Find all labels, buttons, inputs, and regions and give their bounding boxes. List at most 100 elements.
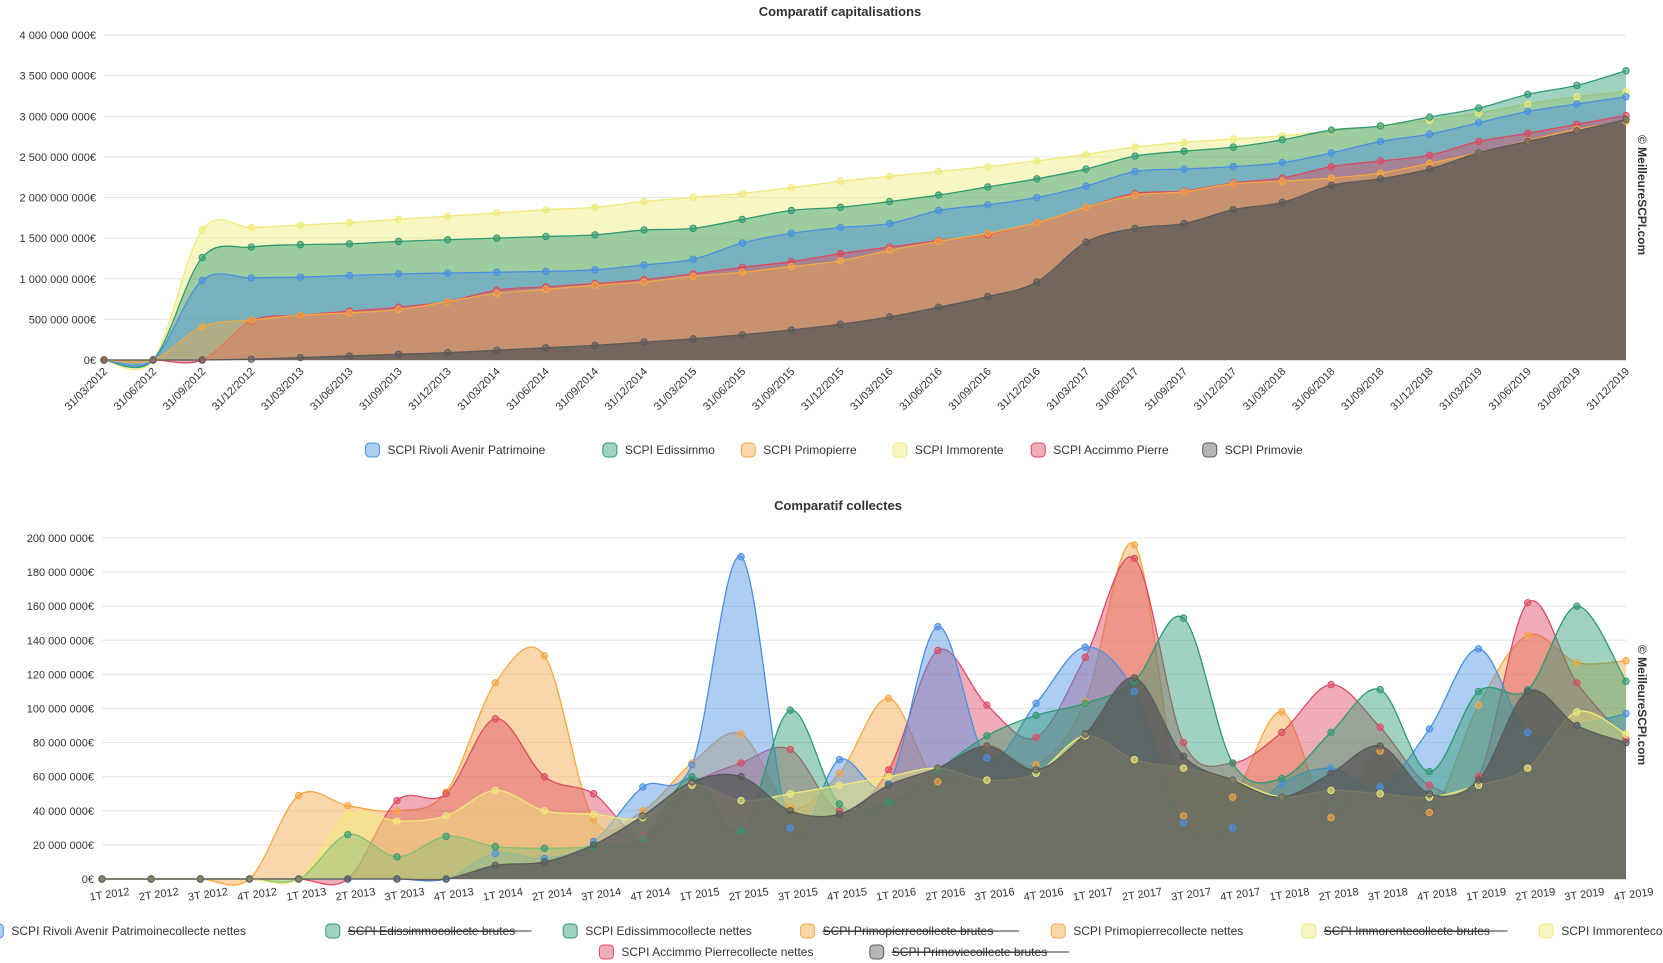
data-point-primovie[interactable]: [591, 341, 599, 350]
data-point-primopierre[interactable]: [1327, 813, 1335, 822]
data-point-immorente[interactable]: [443, 212, 452, 220]
data-point-accimmo[interactable]: [1327, 680, 1335, 689]
data-point-edissimmo[interactable]: [1229, 143, 1237, 151]
data-point-primovie[interactable]: [885, 313, 894, 321]
data-point-edissimmo[interactable]: [738, 215, 746, 224]
data-point-rivoli[interactable]: [247, 274, 255, 282]
data-point-immorente[interactable]: [787, 184, 796, 192]
data-point-rivoli[interactable]: [1180, 165, 1188, 173]
legend-item-primopierre[interactable]: SCPI Primopierrecollecte nettes: [1050, 923, 1243, 939]
data-point-rivoli[interactable]: [1278, 158, 1287, 167]
data-point-edissimmo[interactable]: [1474, 687, 1483, 696]
data-point-primovie[interactable]: [1474, 776, 1483, 784]
data-point-immorente[interactable]: [1376, 790, 1384, 798]
data-point-edissimmo[interactable]: [1573, 81, 1581, 90]
data-point-immorente[interactable]: [1523, 764, 1532, 772]
data-point-edissimmo[interactable]: [542, 232, 550, 241]
data-point-primovie[interactable]: [738, 331, 746, 339]
data-point-primovie[interactable]: [1131, 224, 1139, 233]
data-point-primopierre[interactable]: [1229, 793, 1237, 801]
legend-item-immorente[interactable]: SCPI Immorente: [892, 442, 1004, 458]
data-point-primovie[interactable]: [787, 326, 796, 334]
data-point-immorente[interactable]: [394, 215, 403, 224]
data-point-accimmo[interactable]: [884, 766, 893, 774]
data-point-primovie[interactable]: [393, 875, 401, 883]
data-point-edissimmo[interactable]: [493, 234, 501, 242]
data-point-primovie[interactable]: [1327, 181, 1336, 190]
data-point-rivoli[interactable]: [737, 553, 745, 561]
data-point-rivoli[interactable]: [591, 266, 599, 274]
data-point-rivoli[interactable]: [639, 783, 647, 791]
data-point-rivoli[interactable]: [1229, 824, 1237, 832]
data-point-rivoli[interactable]: [1622, 709, 1630, 718]
data-point-edissimmo[interactable]: [1082, 165, 1090, 173]
data-point-edissimmo[interactable]: [1573, 602, 1581, 610]
data-point-primovie[interactable]: [147, 875, 155, 883]
data-point-primovie[interactable]: [1425, 790, 1434, 798]
data-point-immorente[interactable]: [1622, 730, 1630, 738]
data-point-rivoli[interactable]: [345, 271, 354, 280]
data-point-immorente[interactable]: [786, 790, 794, 798]
data-point-primopierre[interactable]: [394, 305, 403, 314]
data-point-immorente[interactable]: [738, 189, 746, 198]
data-point-edissimmo[interactable]: [1180, 147, 1188, 155]
data-point-primopierre[interactable]: [1082, 203, 1090, 211]
data-point-edissimmo[interactable]: [1032, 711, 1040, 720]
data-point-edissimmo[interactable]: [1327, 728, 1335, 737]
data-point-primopierre[interactable]: [835, 769, 844, 777]
data-point-primopierre[interactable]: [1425, 808, 1434, 817]
data-point-immorente[interactable]: [393, 817, 401, 825]
data-point-primopierre[interactable]: [345, 309, 354, 317]
data-point-primovie[interactable]: [1032, 766, 1040, 774]
data-point-primovie[interactable]: [344, 875, 352, 883]
data-point-edissimmo[interactable]: [1131, 152, 1139, 160]
data-point-rivoli[interactable]: [885, 219, 894, 228]
legend-item-immorente[interactable]: SCPI Immorentecollecte nettes: [1538, 923, 1663, 939]
data-point-accimmo[interactable]: [1475, 137, 1483, 146]
data-point-primovie[interactable]: [491, 861, 499, 870]
data-point-primovie[interactable]: [1376, 742, 1384, 750]
data-point-rivoli[interactable]: [1573, 100, 1581, 108]
data-point-primovie[interactable]: [540, 858, 549, 866]
data-point-edissimmo[interactable]: [836, 203, 845, 211]
data-point-primopierre[interactable]: [984, 229, 992, 237]
data-point-primovie[interactable]: [149, 356, 157, 364]
data-point-accimmo[interactable]: [1327, 162, 1336, 171]
data-point-rivoli[interactable]: [934, 206, 943, 215]
data-point-edissimmo[interactable]: [787, 206, 796, 215]
data-point-primovie[interactable]: [835, 810, 844, 818]
data-point-primovie[interactable]: [983, 742, 991, 750]
data-point-accimmo[interactable]: [836, 249, 845, 258]
data-point-immorente[interactable]: [591, 203, 599, 211]
data-point-immorente[interactable]: [1327, 786, 1335, 795]
data-point-primopierre[interactable]: [198, 322, 206, 331]
data-point-primovie[interactable]: [1229, 205, 1237, 214]
data-point-rivoli[interactable]: [983, 754, 991, 762]
data-point-primopierre[interactable]: [443, 297, 452, 306]
data-point-primovie[interactable]: [836, 320, 845, 328]
data-point-accimmo[interactable]: [442, 790, 450, 798]
data-point-primopierre[interactable]: [247, 316, 255, 324]
data-point-accimmo[interactable]: [1130, 554, 1139, 563]
data-point-edissimmo[interactable]: [393, 853, 401, 861]
data-point-edissimmo[interactable]: [1179, 614, 1188, 622]
data-point-primopierre[interactable]: [493, 289, 501, 298]
data-point-primopierre[interactable]: [737, 730, 745, 738]
data-point-primopierre[interactable]: [542, 285, 550, 294]
data-point-immorente[interactable]: [1524, 100, 1532, 108]
data-point-primovie[interactable]: [934, 303, 943, 311]
data-point-immorente[interactable]: [1573, 708, 1581, 716]
data-point-rivoli[interactable]: [443, 269, 452, 277]
data-point-primovie[interactable]: [737, 773, 745, 781]
data-point-primopierre[interactable]: [934, 237, 943, 246]
data-point-accimmo[interactable]: [1179, 738, 1188, 747]
data-point-immorente[interactable]: [491, 786, 499, 795]
data-point-edissimmo[interactable]: [345, 240, 354, 248]
data-point-primopierre[interactable]: [689, 272, 697, 281]
data-point-immorente[interactable]: [836, 177, 845, 185]
data-point-rivoli[interactable]: [296, 273, 305, 281]
data-point-immorente[interactable]: [1082, 150, 1090, 159]
data-point-accimmo[interactable]: [589, 790, 598, 798]
data-point-primopierre[interactable]: [836, 257, 845, 265]
data-point-rivoli[interactable]: [1081, 643, 1089, 651]
